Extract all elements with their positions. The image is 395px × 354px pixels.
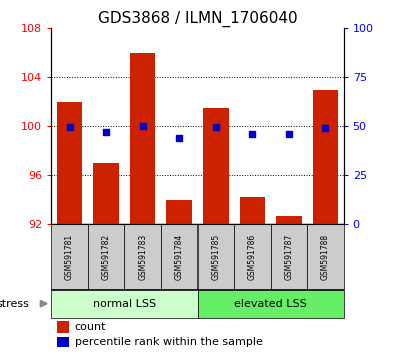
Bar — [57, 337, 69, 347]
Text: GSM591787: GSM591787 — [284, 234, 293, 280]
Text: GSM591782: GSM591782 — [102, 234, 111, 280]
Bar — [198, 224, 234, 290]
Bar — [166, 200, 192, 224]
Point — [286, 131, 292, 137]
Bar — [271, 224, 307, 290]
Bar — [88, 224, 124, 290]
Bar — [203, 108, 229, 224]
Bar — [307, 224, 344, 290]
Bar — [276, 216, 302, 224]
Point — [66, 124, 73, 130]
Bar — [234, 224, 271, 290]
Text: elevated LSS: elevated LSS — [234, 299, 307, 309]
Point — [249, 131, 256, 137]
Bar — [161, 224, 198, 290]
Bar — [51, 290, 198, 318]
Text: normal LSS: normal LSS — [93, 299, 156, 309]
Bar — [57, 321, 69, 332]
Text: GSM591785: GSM591785 — [211, 234, 220, 280]
Point — [322, 125, 329, 131]
Bar — [198, 290, 344, 318]
Bar — [124, 224, 161, 290]
Text: GSM591788: GSM591788 — [321, 234, 330, 280]
Bar — [130, 53, 156, 224]
Text: GSM591786: GSM591786 — [248, 234, 257, 280]
Text: GSM591781: GSM591781 — [65, 234, 74, 280]
Point — [213, 124, 219, 130]
Title: GDS3868 / ILMN_1706040: GDS3868 / ILMN_1706040 — [98, 11, 297, 27]
Bar — [312, 90, 338, 224]
Text: GSM591783: GSM591783 — [138, 234, 147, 280]
Bar — [51, 224, 88, 290]
Point — [139, 124, 146, 129]
Text: percentile rank within the sample: percentile rank within the sample — [75, 337, 263, 347]
Point — [176, 135, 182, 141]
Text: count: count — [75, 322, 106, 332]
Text: GSM591784: GSM591784 — [175, 234, 184, 280]
Bar — [239, 197, 265, 224]
Bar — [57, 102, 83, 224]
Text: stress: stress — [0, 299, 30, 309]
Point — [103, 129, 109, 135]
Bar — [93, 163, 119, 224]
